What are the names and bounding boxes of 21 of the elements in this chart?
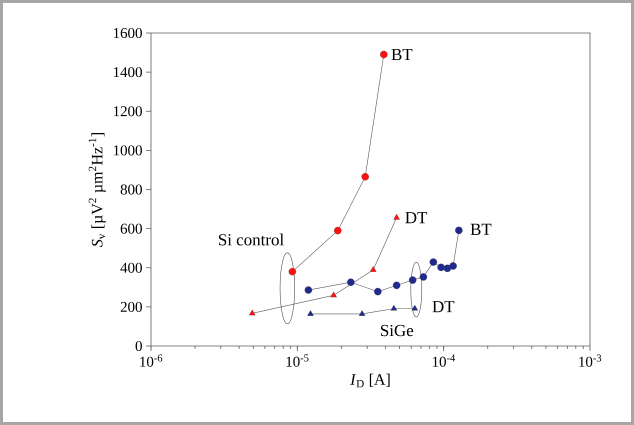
y-tick-label: 1600 [114, 28, 142, 38]
y-tick-label: 400 [120, 262, 142, 273]
y-tick-label: 600 [120, 224, 142, 234]
annotation: BT [392, 48, 412, 60]
y-tick-label: 1400 [114, 67, 142, 78]
y-tick-label: 1000 [114, 145, 142, 156]
annotation: SiGe [381, 324, 414, 336]
y-tick-label: 200 [120, 302, 142, 312]
annotation: DT [432, 301, 454, 312]
x-tick-label: 10$^{-6}$ [140, 354, 162, 367]
y-tick-label: 800 [120, 184, 142, 195]
text: S$_{v}$ [µV$^{2}$ µm$^{2}$Hz$^{-1}$] [88, 132, 106, 248]
x-tick-label: 10$^{-4}$ [432, 354, 456, 367]
annotation: Si control [218, 234, 284, 246]
x-axis-title: I$_{D}$ [A] [350, 374, 390, 388]
annotation: BT [470, 224, 492, 235]
y-tick-label: 1200 [114, 106, 142, 116]
x-tick-label: 10$^{-5}$ [286, 354, 308, 367]
y-tick-label: 0 [136, 340, 142, 352]
x-tick-label: 10$^{-3}$ [579, 354, 602, 367]
annotation: DT [405, 212, 428, 224]
